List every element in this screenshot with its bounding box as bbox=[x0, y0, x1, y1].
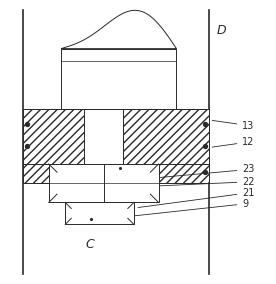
Bar bbox=[123, 109, 209, 164]
Text: 12: 12 bbox=[212, 137, 255, 147]
Text: 22: 22 bbox=[160, 177, 255, 187]
Text: D: D bbox=[216, 24, 226, 37]
Text: 13: 13 bbox=[212, 120, 254, 131]
Polygon shape bbox=[61, 10, 176, 49]
Text: 9: 9 bbox=[121, 199, 248, 217]
Bar bbox=[23, 109, 84, 164]
Text: C: C bbox=[86, 239, 95, 251]
Bar bbox=[49, 164, 159, 202]
Text: 21: 21 bbox=[138, 188, 255, 208]
Bar bbox=[61, 49, 176, 109]
Bar bbox=[65, 202, 134, 224]
Bar bbox=[23, 164, 209, 183]
Bar bbox=[84, 109, 123, 164]
Text: 23: 23 bbox=[160, 164, 255, 178]
